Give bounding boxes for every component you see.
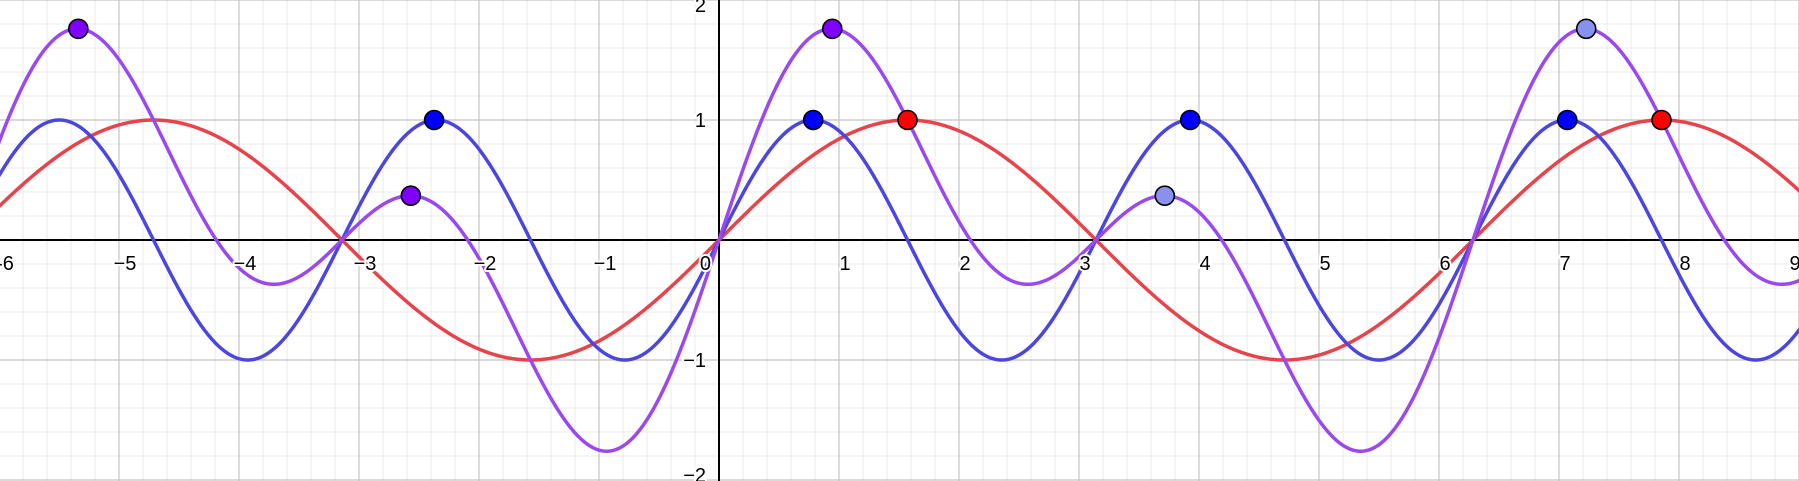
x-tick-label: 5 xyxy=(1319,253,1330,275)
x-tick-label: 8 xyxy=(1679,253,1690,275)
x-tick-label: 0 xyxy=(700,253,711,275)
x-tick-label: −4 xyxy=(234,253,257,275)
y-tick-label: 1 xyxy=(695,110,706,132)
x-tick-label: −1 xyxy=(594,253,617,275)
points xyxy=(68,18,1672,207)
data-point xyxy=(821,18,843,40)
x-tick-label: 7 xyxy=(1559,253,1570,275)
data-point xyxy=(68,18,89,40)
x-tick-label: −3 xyxy=(354,253,377,275)
x-tick-label: 6 xyxy=(1439,253,1450,275)
y-tick-label: 2 xyxy=(695,0,706,17)
data-point xyxy=(400,185,422,207)
x-tick-label: 3 xyxy=(1079,253,1090,275)
x-tick-label: 1 xyxy=(839,253,850,275)
x-tick-label: -6 xyxy=(0,253,14,275)
x-tick-label: −2 xyxy=(474,253,497,275)
data-point xyxy=(1651,109,1672,131)
y-tick-label: −2 xyxy=(683,465,706,481)
data-point xyxy=(1179,109,1201,131)
x-tick-label: 9 xyxy=(1789,253,1799,275)
data-point xyxy=(1575,18,1597,40)
data-point xyxy=(897,109,918,131)
x-tick-label: 4 xyxy=(1199,253,1210,275)
data-point xyxy=(802,109,824,131)
curve-series-2 xyxy=(0,27,1799,453)
data-point xyxy=(1556,109,1578,131)
curve-series-1 xyxy=(0,118,1799,362)
y-tick-label: −1 xyxy=(683,350,706,372)
data-point xyxy=(423,109,445,131)
x-tick-label: 2 xyxy=(959,253,970,275)
x-tick-label: −5 xyxy=(114,253,137,275)
data-point xyxy=(1154,185,1176,207)
